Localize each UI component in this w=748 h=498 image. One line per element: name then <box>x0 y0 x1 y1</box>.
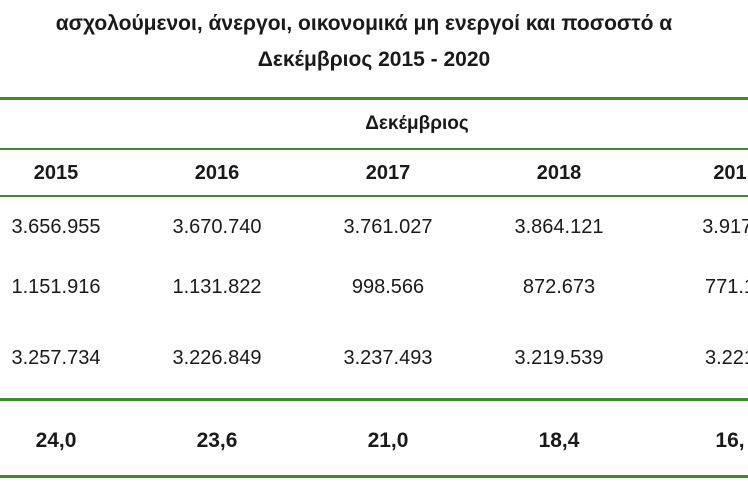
table-cell: 1.151.916 <box>11 276 101 298</box>
year-header: 2017 <box>365 162 411 184</box>
table-cell: 3.221 <box>704 347 748 369</box>
table-cell: 3.761.027 <box>343 216 433 238</box>
table-cell: 3.226.849 <box>172 347 262 369</box>
rate-cell: 21,0 <box>367 429 409 452</box>
rate-cell: 18,4 <box>538 429 580 452</box>
group-rule <box>0 148 748 150</box>
top-rule <box>0 97 748 100</box>
table-title: ασχολούμενοι, άνεργοι, οικονομικά μη ενε… <box>55 12 673 35</box>
table-cell: 872.673 <box>522 276 596 298</box>
table-subtitle: Δεκέμβριος 2015 - 2020 <box>257 48 491 71</box>
year-header: 2016 <box>194 162 240 184</box>
group-header: Δεκέμβριος <box>365 113 469 134</box>
rate-cell: 16, <box>715 429 745 452</box>
table-cell: 771.1 <box>704 276 748 298</box>
header-rule <box>0 195 748 197</box>
table-cell: 998.566 <box>351 276 425 298</box>
table-cell: 3.237.493 <box>343 347 433 369</box>
year-header: 201 <box>713 162 747 184</box>
table-cell: 3.864.121 <box>514 216 604 238</box>
year-header: 2018 <box>536 162 582 184</box>
table-cell: 3.219.539 <box>514 347 604 369</box>
rate-cell: 23,6 <box>196 429 238 452</box>
table-cell: 3.656.955 <box>11 216 101 238</box>
table-cell: 3.257.734 <box>11 347 101 369</box>
bottom-rule <box>0 475 748 478</box>
rate-cell: 24,0 <box>35 429 77 452</box>
separator-rule <box>0 398 748 401</box>
table-cell: 3.917. <box>702 216 748 238</box>
table-cell: 1.131.822 <box>172 276 262 298</box>
year-header: 2015 <box>33 162 79 184</box>
table-cell: 3.670.740 <box>172 216 262 238</box>
